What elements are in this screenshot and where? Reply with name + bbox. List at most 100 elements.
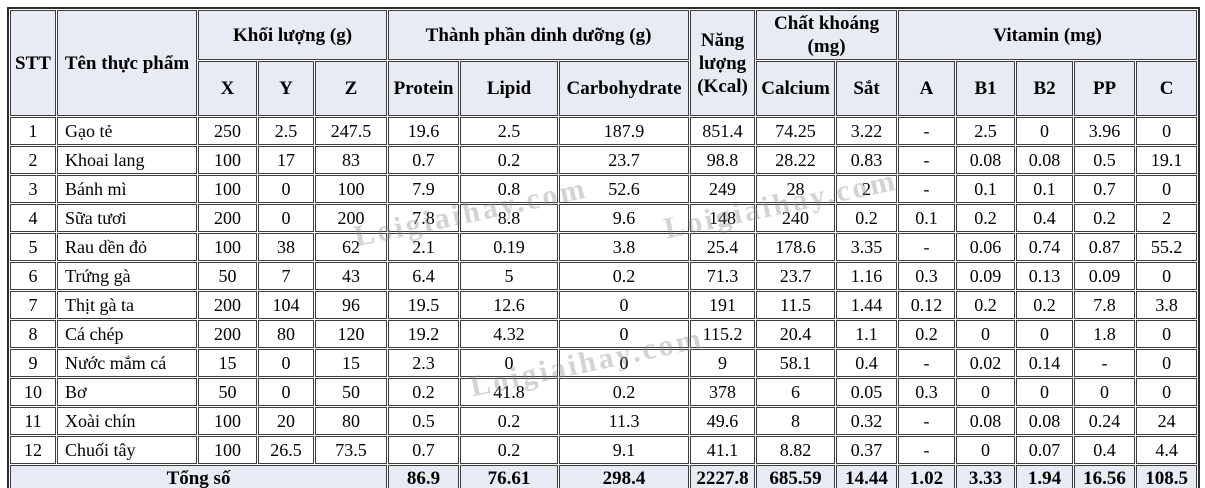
value-cell: 80	[315, 407, 388, 435]
food-name-cell: Chuối tây	[57, 436, 197, 464]
total-row: Tổng số 86.9 76.61 298.4 2227.8 685.59 14.44 1…	[10, 465, 1198, 488]
value-cell: 200	[198, 320, 257, 348]
value-cell: 0.2	[1074, 204, 1136, 232]
value-cell: 0.08	[1016, 407, 1074, 435]
value-cell: 0.14	[1016, 349, 1074, 377]
value-cell: 0.08	[1016, 146, 1074, 174]
row-number-cell: 2	[10, 146, 56, 174]
value-cell: 0.5	[1074, 146, 1136, 174]
nutrition-table: STT Tên thực phẩm Khối lượng (g) Thành p…	[7, 7, 1201, 488]
food-name-cell: Thịt gà ta	[57, 291, 197, 319]
total-value-cell: 1.02	[898, 465, 956, 488]
value-cell: 0.2	[559, 378, 690, 406]
value-cell: 0	[1136, 117, 1198, 145]
value-cell: 247.5	[315, 117, 388, 145]
header-sub-row: X Y Z Protein Lipid Carbohydrate Calcium…	[10, 61, 1198, 116]
row-number-cell: 3	[10, 175, 56, 203]
table-row: 8 Cá chép 200 80 120 19.2 4.32 0 115.2 20.4 1.1 0.2…	[10, 320, 1198, 348]
value-cell: 0	[460, 349, 559, 377]
value-cell: 41.8	[460, 378, 559, 406]
value-cell: 1.8	[1074, 320, 1136, 348]
value-cell: 2	[836, 175, 898, 203]
value-cell: 23.7	[756, 262, 836, 290]
value-cell: 7.8	[1074, 291, 1136, 319]
total-value-cell: 298.4	[559, 465, 690, 488]
value-cell: 20.4	[756, 320, 836, 348]
value-cell: -	[898, 233, 956, 261]
value-cell: 2.1	[388, 233, 460, 261]
value-cell: 3.8	[1136, 291, 1198, 319]
value-cell: 12.6	[460, 291, 559, 319]
value-cell: 0.74	[1016, 233, 1074, 261]
value-cell: 0.1	[1016, 175, 1074, 203]
header-col-calcium: Calcium	[756, 61, 836, 116]
total-value-cell: 2227.8	[690, 465, 756, 488]
row-number-cell: 6	[10, 262, 56, 290]
value-cell: 0.2	[956, 204, 1016, 232]
value-cell: 0.32	[836, 407, 898, 435]
value-cell: -	[898, 407, 956, 435]
row-number-cell: 9	[10, 349, 56, 377]
value-cell: 49.6	[690, 407, 756, 435]
food-name-cell: Khoai lang	[57, 146, 197, 174]
table-row: 9 Nước mắm cá 15 0 15 2.3 0 0 9 58.1 0.4-0.02 0.14-…	[10, 349, 1198, 377]
value-cell: 0.13	[1016, 262, 1074, 290]
value-cell: 104	[258, 291, 314, 319]
value-cell: 28	[756, 175, 836, 203]
value-cell: -	[898, 117, 956, 145]
value-cell: 0	[1136, 175, 1198, 203]
total-value-cell: 86.9	[388, 465, 460, 488]
value-cell: 0.2	[1016, 291, 1074, 319]
value-cell: 100	[198, 233, 257, 261]
header-col-iron: Sắt	[836, 61, 898, 116]
value-cell: 43	[315, 262, 388, 290]
header-vitamin-group: Vitamin (mg)	[898, 10, 1198, 60]
value-cell: 25.4	[690, 233, 756, 261]
value-cell: 378	[690, 378, 756, 406]
value-cell: 50	[315, 378, 388, 406]
value-cell: 0.2	[460, 407, 559, 435]
value-cell: 0.2	[460, 436, 559, 464]
table-row: 11 Xoài chín 100 20 80 0.5 0.2 11.3 49.6 8 0.32-0.…	[10, 407, 1198, 435]
food-name-cell: Nước mắm cá	[57, 349, 197, 377]
value-cell: 1.44	[836, 291, 898, 319]
value-cell: 0.2	[388, 378, 460, 406]
value-cell: 26.5	[258, 436, 314, 464]
value-cell: 73.5	[315, 436, 388, 464]
value-cell: -	[898, 146, 956, 174]
food-name-cell: Cá chép	[57, 320, 197, 348]
value-cell: 19.5	[388, 291, 460, 319]
value-cell: 0	[258, 175, 314, 203]
value-cell: 100	[315, 175, 388, 203]
value-cell: 83	[315, 146, 388, 174]
value-cell: 9.1	[559, 436, 690, 464]
value-cell: 0.3	[898, 262, 956, 290]
value-cell: 100	[198, 175, 257, 203]
value-cell: 20	[258, 407, 314, 435]
total-value-cell: 14.44	[836, 465, 898, 488]
value-cell: 0.4	[836, 349, 898, 377]
value-cell: 15	[315, 349, 388, 377]
value-cell: 98.8	[690, 146, 756, 174]
value-cell: 62	[315, 233, 388, 261]
value-cell: 0	[1136, 320, 1198, 348]
total-label-cell: Tổng số	[10, 465, 388, 488]
value-cell: 0.09	[956, 262, 1016, 290]
value-cell: 50	[198, 378, 257, 406]
value-cell: 0.3	[898, 378, 956, 406]
value-cell: 0.1	[898, 204, 956, 232]
food-name-cell: Trứng gà	[57, 262, 197, 290]
table-body: 1 Gạo tẻ 250 2.5 247.5 19.6 2.5 187.9 851.4 74.25…	[10, 117, 1198, 464]
value-cell: 4.32	[460, 320, 559, 348]
value-cell: 0.7	[388, 436, 460, 464]
food-name-cell: Gạo tẻ	[57, 117, 197, 145]
value-cell: 0.02	[956, 349, 1016, 377]
value-cell: 7.8	[388, 204, 460, 232]
value-cell: 200	[198, 204, 257, 232]
food-name-cell: Rau dền đỏ	[57, 233, 197, 261]
value-cell: 0.37	[836, 436, 898, 464]
value-cell: 0	[1136, 349, 1198, 377]
value-cell: 19.6	[388, 117, 460, 145]
total-value-cell: 108.5	[1136, 465, 1198, 488]
